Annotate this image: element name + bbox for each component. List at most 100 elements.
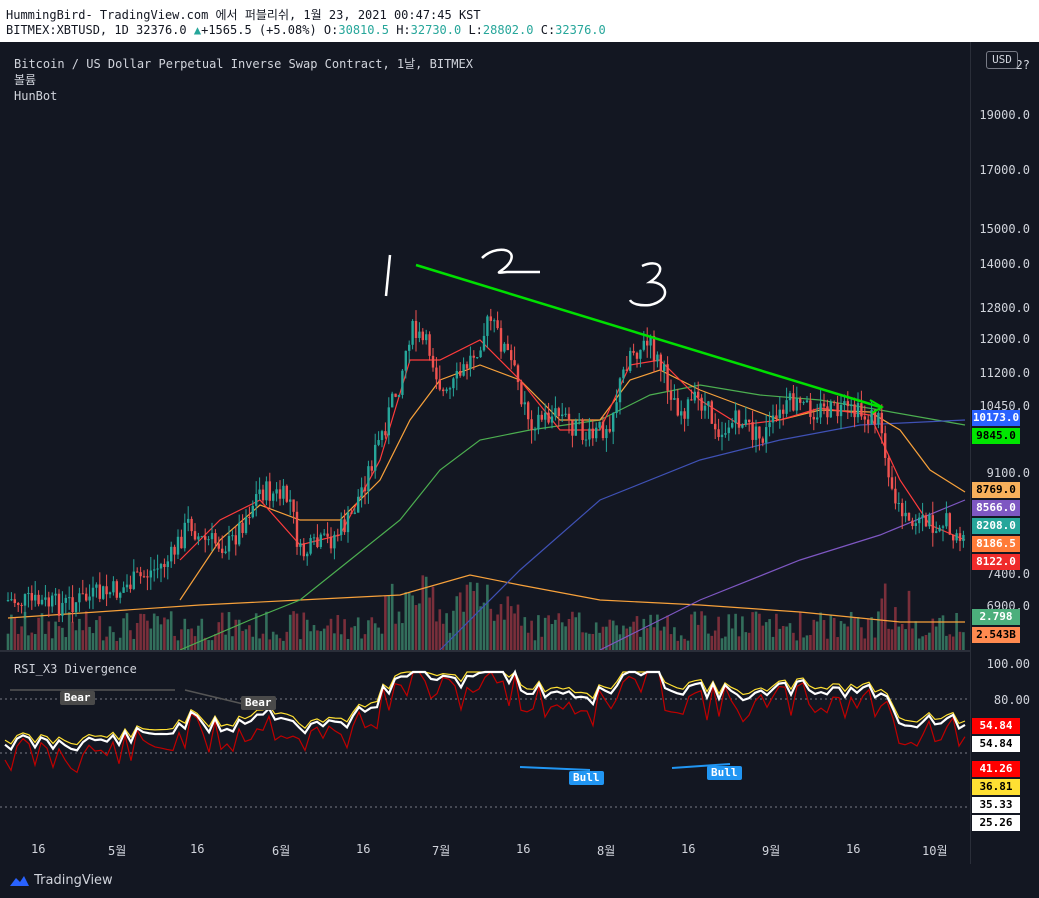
volume-tag: 2.543B xyxy=(972,627,1020,643)
volume-bar xyxy=(139,613,142,651)
volume-bar xyxy=(356,617,360,651)
volume-bar xyxy=(363,634,367,651)
candle-body xyxy=(95,584,98,588)
volume-bar xyxy=(333,633,336,651)
candle-body xyxy=(210,533,214,540)
candle-body xyxy=(938,527,941,532)
candle-body xyxy=(268,481,271,501)
volume-bar xyxy=(411,595,414,651)
volume-bar xyxy=(764,622,768,651)
volume-bar xyxy=(788,623,792,651)
candle-body xyxy=(805,400,809,403)
candle-body xyxy=(955,533,958,541)
volume-bar xyxy=(690,614,693,651)
volume-bar xyxy=(649,614,652,651)
volume-bar xyxy=(509,606,513,651)
candle-body xyxy=(357,496,360,513)
volume-bar xyxy=(404,592,408,651)
volume-bar xyxy=(571,611,574,651)
volume-bar xyxy=(105,636,108,651)
volume-bar xyxy=(659,630,663,651)
candle-body xyxy=(54,593,57,596)
volume-bar xyxy=(785,626,788,651)
candle-body xyxy=(414,320,418,338)
volume-bar xyxy=(727,614,731,651)
candle-body xyxy=(816,417,819,420)
volume-bar xyxy=(673,627,676,651)
candle-body xyxy=(744,419,747,425)
time-tick: 6월 xyxy=(272,844,291,858)
candle-body xyxy=(591,428,594,439)
currency-button[interactable]: USD xyxy=(986,51,1018,69)
candle-body xyxy=(822,403,826,407)
candle-body xyxy=(646,340,649,346)
volume-bar xyxy=(628,626,632,651)
candle-body xyxy=(170,546,173,562)
candle-body xyxy=(734,410,737,424)
candle-body xyxy=(533,429,537,431)
volume-bar xyxy=(917,638,921,651)
candle-body xyxy=(13,599,16,604)
close-value: 32376.0 xyxy=(555,23,606,37)
candle-body xyxy=(462,364,465,376)
tradingview-logo[interactable]: TradingView xyxy=(8,873,113,888)
candle-body xyxy=(214,533,217,544)
volume-bar xyxy=(30,632,34,651)
volume-bar xyxy=(941,615,945,651)
volume-bar xyxy=(567,618,571,651)
volume-bar xyxy=(370,617,374,651)
volume-bar xyxy=(217,622,221,651)
volume-bar xyxy=(129,630,132,651)
candle-body xyxy=(557,408,560,417)
candle-body xyxy=(431,355,435,368)
candle-body xyxy=(353,512,356,514)
volume-bar xyxy=(54,621,57,651)
candle-body xyxy=(438,379,441,390)
volume-bar xyxy=(88,626,91,651)
candle-body xyxy=(282,485,285,499)
candle-body xyxy=(17,603,20,605)
time-tick: 16 xyxy=(681,842,696,856)
volume-bar xyxy=(108,626,112,651)
candle-body xyxy=(469,355,472,369)
candle-body xyxy=(98,584,101,599)
candle-body xyxy=(40,599,44,605)
volume-bar xyxy=(523,617,527,651)
candle-body xyxy=(550,416,554,423)
volume-bar xyxy=(924,634,928,651)
volume-bar xyxy=(676,640,680,651)
annotation-2[interactable] xyxy=(481,248,540,274)
candle-body xyxy=(656,354,659,362)
volume-bar xyxy=(696,624,700,651)
annotation-3[interactable] xyxy=(628,262,667,307)
candle-body xyxy=(666,364,669,391)
candle-body xyxy=(482,335,486,351)
volume-bar xyxy=(254,613,258,651)
trend-arrow-icon xyxy=(869,399,884,414)
volume-bar xyxy=(591,633,595,651)
candle-body xyxy=(421,331,424,341)
candle-body xyxy=(737,410,741,428)
candle-body xyxy=(411,320,414,345)
candle-body xyxy=(285,485,288,502)
volume-bar xyxy=(530,620,533,651)
candle-body xyxy=(377,440,380,445)
candle-body xyxy=(792,393,795,411)
candle-body xyxy=(683,411,686,419)
annotation-1[interactable] xyxy=(384,254,392,297)
candle-body xyxy=(700,397,703,411)
bull-signal: Bull xyxy=(707,766,742,780)
candle-body xyxy=(618,378,622,403)
candle-body xyxy=(384,431,387,436)
volume-bar xyxy=(47,621,51,651)
price-chart[interactable] xyxy=(0,42,970,864)
trend-line[interactable] xyxy=(415,263,881,409)
volume-bar xyxy=(880,598,884,651)
candle-body xyxy=(234,535,237,545)
candle-body xyxy=(584,439,588,441)
volume-bar xyxy=(499,604,503,651)
candle-body xyxy=(401,370,404,395)
candle-body xyxy=(163,563,166,568)
candle-body xyxy=(520,382,523,405)
volume-bar xyxy=(520,625,523,651)
